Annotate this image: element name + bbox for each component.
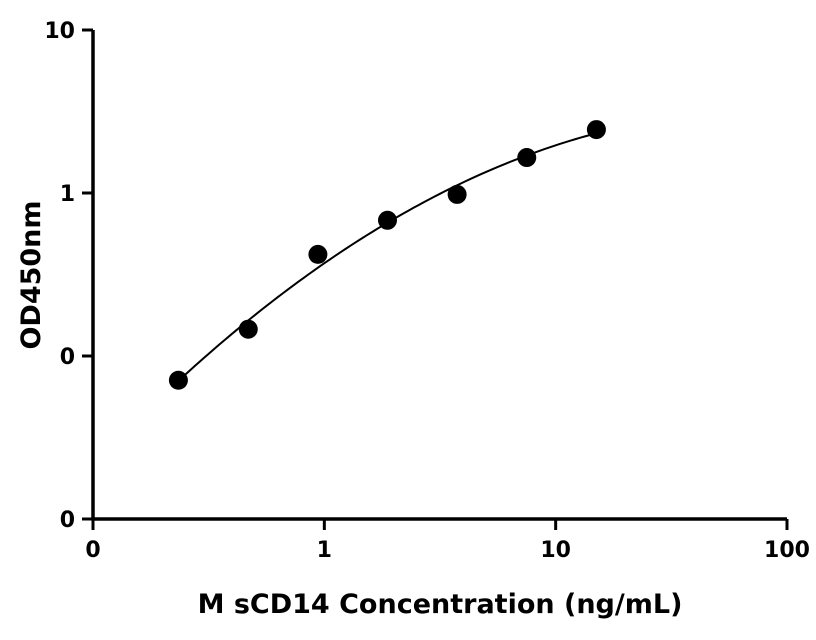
- y-tick-label-3: 10: [44, 19, 75, 44]
- y-ticks-layer: 0 0 1 10: [44, 19, 93, 533]
- data-point-0: [168, 370, 188, 390]
- x-tick-label-3: 100: [764, 538, 810, 563]
- data-point-1: [238, 319, 258, 339]
- axes-layer: [91, 30, 787, 521]
- y-tick-label-2: 1: [60, 182, 75, 207]
- data-point-6: [586, 120, 606, 140]
- data-point-2: [308, 244, 328, 264]
- data-point-3: [377, 210, 397, 230]
- x-tick-label-0: 0: [85, 538, 100, 563]
- x-axis-title: M sCD14 Concentration (ng/mL): [198, 589, 683, 620]
- y-tick-label-1: 0: [60, 345, 75, 370]
- fit-curve-layer: [177, 132, 597, 382]
- data-point-4: [447, 184, 467, 204]
- y-tick-label-0: 0: [60, 508, 75, 533]
- x-tick-label-2: 10: [540, 538, 571, 563]
- data-point-5: [517, 148, 537, 168]
- data-points-layer: [168, 120, 606, 390]
- x-tick-label-1: 1: [317, 538, 332, 563]
- fit-curve: [177, 132, 597, 382]
- y-axis-title: OD450nm: [16, 200, 47, 349]
- x-ticks-layer: 0 1 10 100: [85, 519, 810, 563]
